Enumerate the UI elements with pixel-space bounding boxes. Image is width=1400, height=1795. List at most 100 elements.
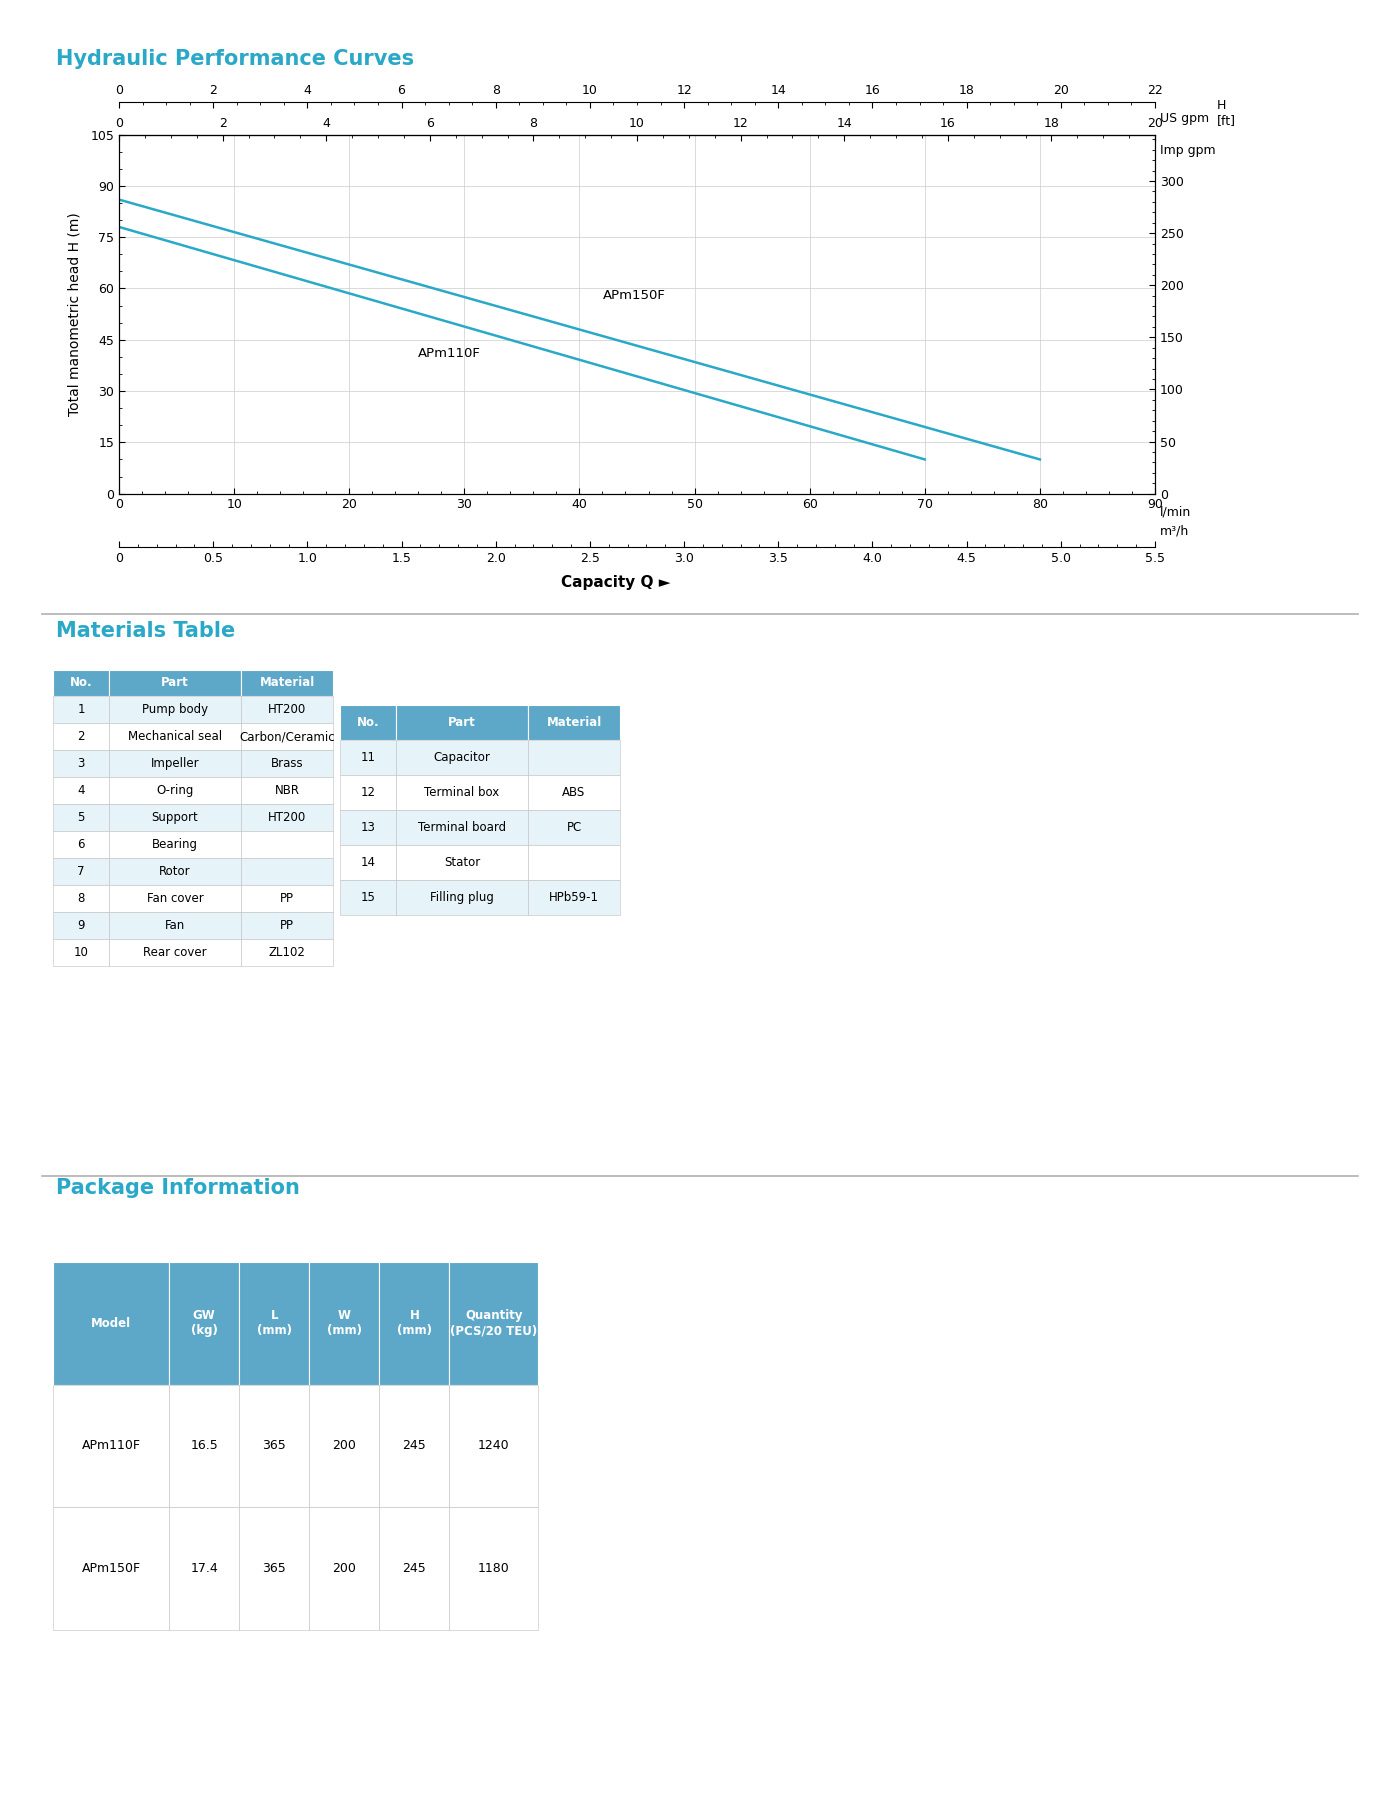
Bar (309, 1262, 379, 1384)
Text: Stator: Stator (444, 856, 480, 869)
Text: US gpm: US gpm (1161, 111, 1210, 126)
Text: 1: 1 (77, 704, 85, 716)
Bar (109, 858, 241, 885)
Bar (53, 1508, 169, 1630)
Bar (396, 740, 528, 775)
Text: APm150F: APm150F (81, 1562, 141, 1574)
Text: Carbon/Ceramic: Carbon/Ceramic (239, 731, 335, 743)
Bar (241, 696, 333, 723)
Bar (241, 939, 333, 966)
Text: Impeller: Impeller (151, 757, 199, 770)
Bar (53, 804, 109, 831)
Text: Capacity Q ►: Capacity Q ► (561, 574, 671, 591)
Bar (53, 939, 109, 966)
Bar (109, 723, 241, 750)
Text: 4: 4 (77, 784, 85, 797)
Bar (109, 804, 241, 831)
Text: 6: 6 (77, 838, 85, 851)
Bar (239, 1508, 309, 1630)
Text: Rotor: Rotor (160, 865, 190, 878)
Text: 17.4: 17.4 (190, 1562, 218, 1574)
Bar (53, 696, 109, 723)
Bar (53, 750, 109, 777)
Text: 9: 9 (77, 919, 85, 932)
Text: No.: No. (70, 677, 92, 689)
Bar (379, 1508, 449, 1630)
Text: 200: 200 (332, 1562, 356, 1574)
Bar (379, 1262, 449, 1384)
Bar (528, 740, 620, 775)
Bar (340, 740, 396, 775)
Text: GW
(kg): GW (kg) (190, 1309, 217, 1337)
Bar (169, 1262, 239, 1384)
Bar (396, 705, 528, 740)
Text: 1180: 1180 (477, 1562, 510, 1574)
Text: Fan cover: Fan cover (147, 892, 203, 905)
Text: Part: Part (448, 716, 476, 729)
Text: Quantity
(PCS/20 TEU): Quantity (PCS/20 TEU) (451, 1309, 538, 1337)
Bar (53, 670, 109, 696)
Text: ABS: ABS (563, 786, 585, 799)
Bar (109, 912, 241, 939)
Bar (109, 939, 241, 966)
Text: 8: 8 (77, 892, 85, 905)
Bar (241, 723, 333, 750)
Bar (239, 1262, 309, 1384)
Bar (109, 750, 241, 777)
Bar (53, 777, 109, 804)
Text: Imp gpm: Imp gpm (1161, 144, 1215, 158)
Bar (109, 885, 241, 912)
Text: Bearing: Bearing (153, 838, 197, 851)
Text: ZL102: ZL102 (269, 946, 305, 959)
Bar (241, 777, 333, 804)
Text: Part: Part (161, 677, 189, 689)
Text: 245: 245 (402, 1440, 426, 1452)
Text: H
[ft]: H [ft] (1217, 99, 1236, 127)
Text: 200: 200 (332, 1440, 356, 1452)
Bar (53, 723, 109, 750)
Bar (109, 777, 241, 804)
Text: Filling plug: Filling plug (430, 892, 494, 905)
Text: APm150F: APm150F (602, 289, 665, 302)
Text: 2: 2 (77, 731, 85, 743)
Bar (109, 670, 241, 696)
Bar (528, 775, 620, 811)
Bar (53, 912, 109, 939)
Text: Rear cover: Rear cover (143, 946, 207, 959)
Text: Hydraulic Performance Curves: Hydraulic Performance Curves (56, 48, 414, 68)
Bar (340, 775, 396, 811)
Text: Terminal board: Terminal board (419, 822, 505, 835)
Bar (53, 1384, 169, 1508)
Bar (169, 1384, 239, 1508)
Bar (109, 831, 241, 858)
Text: l/min: l/min (1161, 504, 1191, 519)
Text: 13: 13 (361, 822, 375, 835)
Text: L
(mm): L (mm) (256, 1309, 291, 1337)
Text: Capacitor: Capacitor (434, 752, 490, 765)
Bar (241, 858, 333, 885)
Bar (241, 885, 333, 912)
Bar (396, 880, 528, 915)
Text: No.: No. (357, 716, 379, 729)
Bar (241, 670, 333, 696)
Bar (396, 775, 528, 811)
Text: 14: 14 (361, 856, 375, 869)
Bar (340, 705, 396, 740)
Text: 3: 3 (77, 757, 85, 770)
Text: Materials Table: Materials Table (56, 621, 235, 641)
Text: 7: 7 (77, 865, 85, 878)
Bar (53, 831, 109, 858)
Text: Package Information: Package Information (56, 1178, 300, 1197)
Text: HT200: HT200 (267, 704, 307, 716)
Text: 245: 245 (402, 1562, 426, 1574)
Bar (53, 858, 109, 885)
Bar (241, 804, 333, 831)
Bar (241, 831, 333, 858)
Y-axis label: Total manometric head H (m): Total manometric head H (m) (69, 212, 83, 416)
Text: m³/h: m³/h (1161, 524, 1190, 538)
Bar (241, 912, 333, 939)
Text: Support: Support (151, 811, 199, 824)
Text: NBR: NBR (274, 784, 300, 797)
Text: 11: 11 (361, 752, 375, 765)
Text: HT200: HT200 (267, 811, 307, 824)
